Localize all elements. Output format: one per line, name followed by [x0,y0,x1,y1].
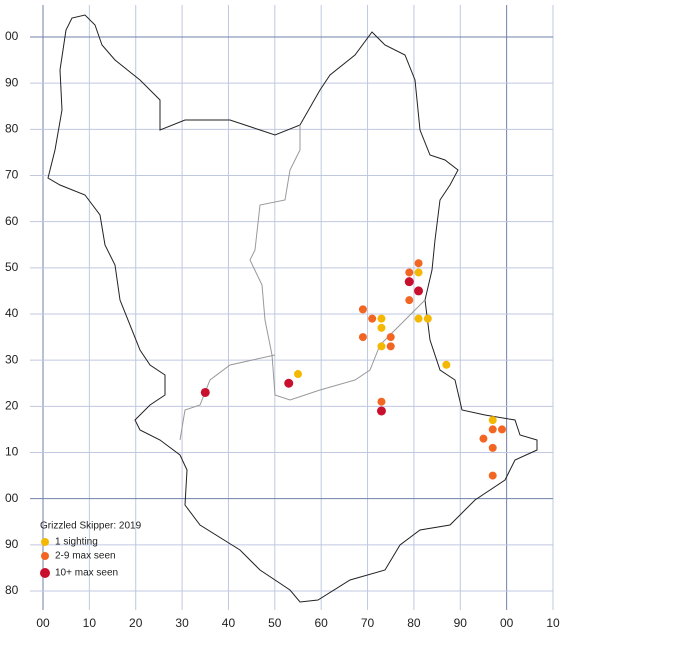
sighting-point [423,314,432,323]
y-tick-label: 20 [5,399,19,413]
y-tick-label: 90 [5,75,19,89]
sighting-point [404,277,414,287]
y-tick-label: 50 [5,260,19,274]
sighting-point [284,378,294,388]
sighting-point [414,259,423,268]
x-tick-label: 40 [222,616,236,630]
legend: 1 sighting 2-9 max seen 10+ max seen [40,537,118,579]
points [200,259,506,480]
legend-swatch [40,568,50,578]
sighting-point [386,333,395,342]
sighting-point [358,305,367,314]
sighting-point [414,286,424,296]
x-tick-label: 10 [83,616,97,630]
y-tick-label: 70 [5,168,19,182]
sighting-point [488,443,497,452]
sighting-point [294,370,302,379]
legend-swatch [41,538,49,546]
legend-label: 1 sighting [55,537,98,548]
x-tick-label: 00 [36,616,50,630]
y-tick-label: 00 [5,29,19,43]
sighting-point [488,425,497,434]
legend-label: 10+ max seen [55,568,118,579]
x-tick-label: 70 [361,616,375,630]
legend-title: Grizzled Skipper: 2019 [40,521,142,532]
x-tick-label: 50 [268,616,282,630]
y-tick-label: 90 [5,537,19,551]
x-tick-label: 30 [175,616,189,630]
y-tick-label: 60 [5,214,19,228]
sighting-point [377,314,386,323]
sighting-point [498,425,506,434]
x-tick-label: 90 [454,616,468,630]
x-tick-label: 80 [407,616,421,630]
sighting-point [414,268,423,277]
y-tick-label: 40 [5,306,19,320]
sighting-point [414,314,423,323]
y-tick-label: 80 [5,122,19,136]
y-tick-label: 80 [5,583,19,597]
x-tick-label: 10 [546,616,560,630]
y-tick-label: 30 [5,352,19,366]
y-tick-label: 00 [5,491,19,505]
district-boundary [179,354,276,441]
sighting-point [377,323,386,332]
sighting-point [488,471,497,480]
sighting-point [376,406,386,416]
legend-label: 2-9 max seen [55,551,116,562]
legend-swatch [41,552,49,560]
sighting-point [200,387,210,397]
sighting-point [405,296,414,305]
sighting-point [386,342,395,351]
district-boundary [249,125,426,401]
y-tick-label: 10 [5,445,19,459]
x-tick-label: 00 [500,616,514,630]
sighting-point [377,397,386,406]
sighting-point [442,360,451,369]
sighting-point [358,333,367,342]
sighting-point [377,342,386,351]
county-boundary [47,14,538,603]
sighting-point [368,314,377,323]
sighting-point [479,434,488,443]
x-tick-label: 60 [315,616,329,630]
grid [30,5,554,610]
sighting-point [405,268,414,277]
sighting-point [488,416,497,425]
x-tick-label: 20 [129,616,143,630]
